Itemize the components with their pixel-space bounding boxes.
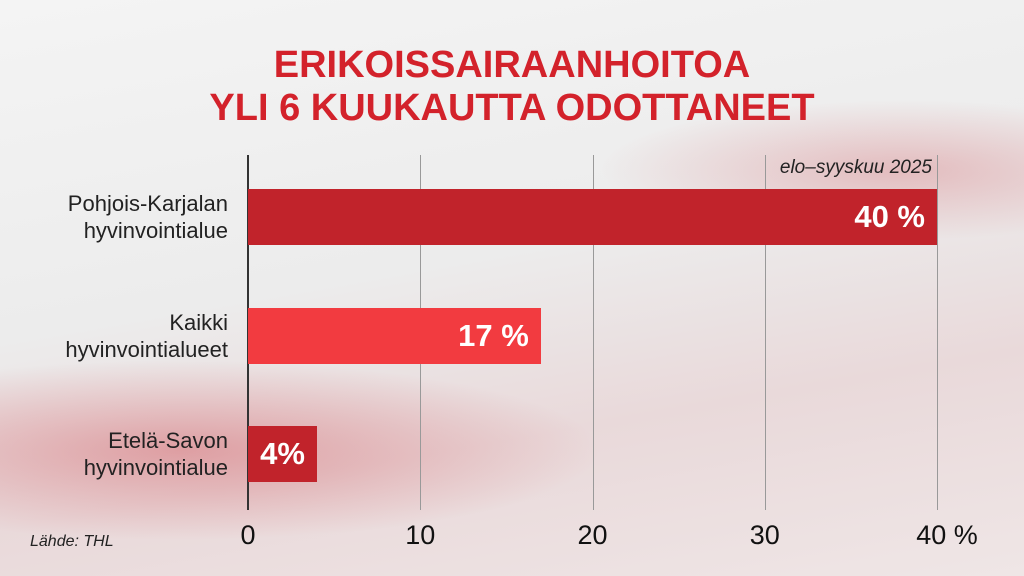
x-tick-label: 0 bbox=[240, 520, 256, 550]
value-label: 40 % bbox=[854, 199, 925, 235]
bar: 40 % bbox=[248, 189, 937, 246]
chart-title: ERIKOISSAIRAANHOITOA YLI 6 KUUKAUTTA ODO… bbox=[209, 44, 815, 129]
bar: 4% bbox=[248, 425, 317, 482]
bar: 17 % bbox=[248, 307, 541, 364]
y-tick-label: Kaikki hyvinvointialueet bbox=[65, 309, 228, 362]
value-label: 4% bbox=[260, 435, 305, 471]
x-tick-label: 20 bbox=[577, 520, 608, 550]
source: Lähde: THL bbox=[30, 533, 114, 550]
value-label: 17 % bbox=[458, 317, 529, 353]
subtitle: elo–syyskuu 2025 bbox=[779, 157, 932, 178]
x-tick-label: 30 bbox=[749, 520, 780, 550]
x-tick-label: 40 % bbox=[916, 520, 978, 550]
grid-line bbox=[764, 155, 766, 510]
grid-line bbox=[937, 155, 938, 510]
y-tick-label: Pohjois-Karjalan hyvinvointialue bbox=[67, 191, 228, 244]
y-tick-label: Etelä-Savon hyvinvointialue bbox=[83, 427, 228, 480]
x-tick-label: 10 bbox=[405, 520, 436, 550]
grid-line bbox=[592, 155, 594, 510]
